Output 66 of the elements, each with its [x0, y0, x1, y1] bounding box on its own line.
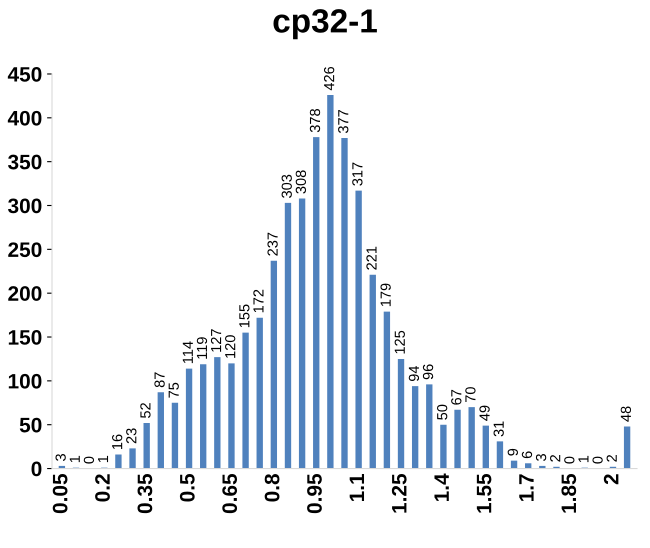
data-label: 179: [380, 284, 391, 306]
data-label: 49: [479, 406, 490, 421]
x-tick-label: 0.5: [180, 474, 195, 502]
x-tick-label: 2: [604, 474, 618, 484]
data-label: 52: [140, 403, 151, 418]
data-label: 0: [564, 456, 574, 464]
data-label: 120: [225, 335, 236, 358]
data-label: 48: [620, 406, 632, 422]
data-label: 127: [210, 329, 222, 352]
data-label: 221: [366, 246, 377, 270]
x-tick-label: 1.1: [350, 474, 364, 502]
x-tick-label: 1.85: [561, 474, 576, 513]
y-tick-label: 300: [8, 198, 42, 214]
data-label: 75: [168, 382, 179, 398]
data-label: 119: [196, 337, 208, 359]
x-tick-label: 0.05: [52, 474, 68, 514]
data-label: 23: [126, 428, 136, 444]
x-tick-label: 1.25: [392, 474, 407, 513]
data-label: 31: [494, 421, 504, 436]
y-tick-label: 450: [8, 66, 42, 82]
data-label: 0: [592, 456, 603, 464]
y-tick-label: 150: [8, 330, 42, 345]
data-label: 70: [465, 387, 476, 402]
data-label: 6: [522, 451, 532, 458]
chart-title: cp32-1: [274, 9, 377, 40]
data-label: 0: [84, 456, 94, 464]
x-tick-label: 1.4: [434, 474, 449, 502]
data-label: 114: [182, 341, 193, 364]
x-tick-label: 0.2: [95, 474, 110, 502]
data-label: 317: [352, 162, 363, 186]
data-label: 3: [55, 454, 66, 461]
data-label: 1: [70, 456, 80, 462]
x-tick-label: 0.95: [307, 474, 322, 514]
data-label: 9: [508, 448, 518, 456]
x-tick-label: 0.65: [222, 474, 238, 514]
data-label: 3: [536, 454, 546, 461]
data-label: 303: [282, 174, 292, 198]
y-tick-label: 0: [32, 462, 42, 476]
x-tick-label: 0.8: [264, 474, 280, 502]
data-label: 94: [408, 366, 420, 382]
data-label: 2: [550, 455, 560, 462]
data-label: 1: [578, 456, 588, 462]
data-label: 96: [422, 364, 434, 380]
data-label: 426: [324, 66, 334, 90]
data-label: 2: [606, 455, 617, 462]
data-label: 155: [239, 304, 250, 328]
data-label: 125: [394, 330, 405, 354]
y-tick-label: 350: [8, 154, 42, 170]
x-tick-label: 1.7: [519, 474, 534, 502]
data-label: 50: [437, 404, 448, 420]
x-tick-label: 1.55: [476, 474, 492, 513]
x-tick-label: 0.35: [138, 474, 152, 514]
data-label: 377: [338, 110, 348, 134]
data-label: 16: [112, 434, 122, 450]
y-tick-label: 400: [8, 110, 42, 126]
data-label: 378: [310, 109, 320, 132]
y-tick-label: 100: [8, 374, 42, 389]
y-tick-label: 50: [20, 418, 42, 432]
data-label: 87: [154, 372, 165, 388]
data-label: 1: [98, 456, 108, 462]
data-label: 237: [267, 232, 278, 256]
y-tick-label: 200: [8, 286, 42, 301]
data-label: 172: [253, 290, 264, 312]
data-label: 67: [451, 390, 462, 405]
y-tick-label: 250: [8, 242, 42, 258]
data-label: 308: [296, 170, 306, 194]
